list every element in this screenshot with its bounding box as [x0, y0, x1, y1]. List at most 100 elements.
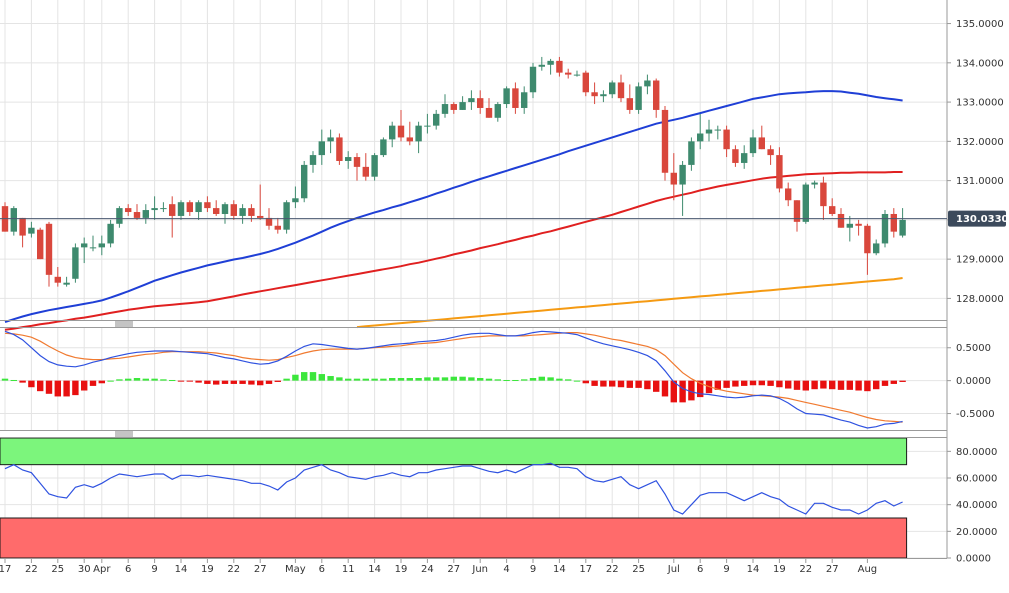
x-tick-label: 24	[421, 564, 434, 575]
macd-histogram-bar	[512, 379, 519, 381]
macd-histogram-bar	[441, 377, 449, 381]
candle-body	[776, 155, 783, 189]
candle	[248, 204, 255, 222]
candle	[776, 147, 783, 193]
candle-body	[116, 208, 123, 224]
macd-histogram-bar	[873, 380, 880, 390]
candle-body	[177, 202, 185, 216]
rsi-y-tick-label: 20.0000	[956, 527, 997, 538]
macd-histogram-bar	[98, 380, 105, 384]
macd-histogram-bar	[547, 377, 554, 381]
x-tick-label: 9	[723, 564, 729, 575]
candle-body	[397, 125, 405, 138]
candle	[274, 217, 281, 234]
candle-body	[626, 98, 633, 110]
candle-body	[81, 243, 88, 248]
candle-body	[758, 137, 765, 150]
candle-body	[274, 225, 281, 230]
candle	[609, 80, 616, 99]
macd-histogram-bar	[617, 380, 625, 388]
candle	[723, 125, 730, 158]
candle	[503, 86, 510, 108]
rsi-oversold-zone	[0, 517, 908, 559]
candle	[855, 219, 862, 236]
x-tick-label: 14	[175, 564, 188, 575]
macd-histogram-bar	[529, 378, 537, 381]
price-y-tick-label: 133.0000	[956, 98, 1004, 109]
candle-body	[459, 102, 466, 110]
candle	[635, 82, 642, 114]
candle-body	[890, 213, 897, 232]
candle	[213, 200, 220, 216]
candle	[37, 227, 44, 260]
candle-body	[248, 208, 255, 216]
sma-100-line	[356, 277, 903, 329]
macd-histogram-bar	[54, 380, 61, 397]
macd-histogram-bar	[503, 379, 510, 381]
macd-histogram-bar	[327, 376, 334, 381]
pane-separators[interactable]	[115, 321, 133, 437]
macd-histogram-bar	[556, 378, 563, 381]
candle	[705, 119, 713, 142]
macd-histogram-bar	[881, 380, 889, 386]
candle-body	[785, 188, 792, 201]
candle	[345, 151, 352, 169]
macd-histogram-bar	[116, 379, 123, 381]
candle-body	[63, 282, 70, 285]
candle	[98, 235, 105, 256]
macd-histogram-bar	[125, 378, 132, 381]
candle-body	[582, 72, 589, 93]
candle	[829, 198, 836, 216]
candle-body	[239, 208, 246, 216]
candle-body	[336, 137, 343, 161]
candle-body	[221, 204, 229, 214]
x-tick-label: 9	[151, 564, 157, 575]
macd-histogram-bar	[732, 380, 739, 387]
candle	[292, 186, 299, 209]
candle-body	[793, 200, 801, 222]
candle	[318, 129, 325, 165]
candle-body	[309, 155, 317, 165]
macd-histogram-bar	[565, 379, 572, 381]
candle	[336, 133, 343, 165]
candle	[582, 70, 589, 97]
grid	[0, 0, 947, 559]
macd-histogram-bar	[415, 378, 422, 381]
candle-body	[433, 113, 440, 126]
candle-body	[353, 157, 361, 167]
macd-histogram-bar	[389, 378, 396, 381]
candle	[653, 78, 660, 118]
candle	[151, 196, 158, 220]
candle-body	[485, 107, 493, 118]
candle	[397, 109, 405, 142]
macd-histogram-bar	[626, 380, 633, 388]
candle	[142, 204, 149, 224]
candle-body	[556, 60, 563, 73]
macd-histogram-bar	[72, 380, 79, 396]
candle	[221, 202, 229, 224]
candle-body	[477, 98, 484, 108]
candle-body	[389, 125, 396, 140]
candle	[485, 98, 493, 118]
candle-body	[565, 72, 572, 75]
macd-histogram-bar	[204, 380, 211, 384]
candle	[195, 200, 202, 220]
candle	[538, 56, 545, 71]
axes: 17 22 25 30 Apr 6 9 14 19 22 27 May 6 11 14 19 24 27 Jun 4 9…	[0, 0, 1004, 575]
candle-body	[697, 133, 704, 142]
candle	[415, 121, 422, 154]
candle-body	[89, 247, 97, 249]
pane-resize-handle[interactable]	[115, 431, 133, 437]
candle-body	[494, 104, 501, 118]
candle	[477, 90, 484, 114]
macd-histogram-bar	[301, 372, 308, 381]
pane-resize-handle[interactable]	[115, 321, 133, 327]
macd-y-tick-label: 0.0000	[956, 376, 991, 387]
candle-body	[503, 88, 510, 105]
price-y-tick-label: 131.0000	[956, 176, 1004, 187]
macd-histogram-bar	[741, 380, 748, 386]
candle-body	[28, 227, 35, 234]
candle-body	[125, 208, 132, 213]
macd-histogram-bar	[811, 380, 818, 390]
